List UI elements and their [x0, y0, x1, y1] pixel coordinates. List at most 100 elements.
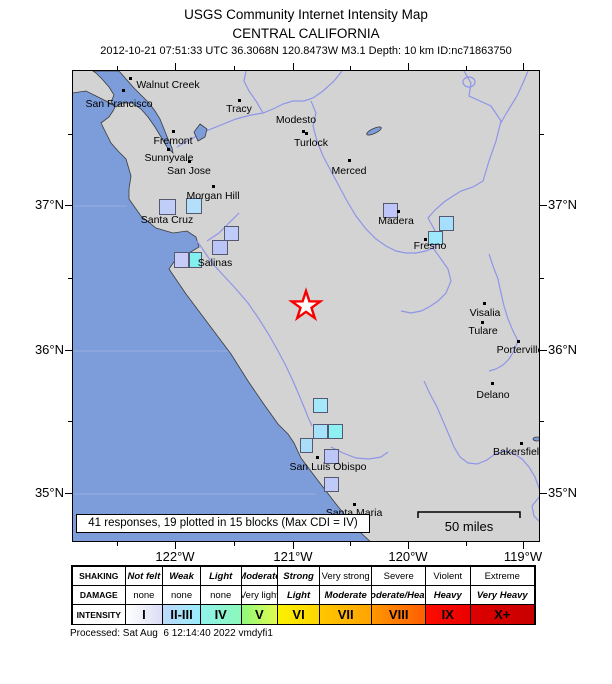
legend-cell: Very strong	[319, 567, 373, 586]
legend-cell: none	[200, 586, 242, 605]
city-dot	[129, 77, 132, 80]
legend-row-damage: DAMAGE none none none Very light Light Moderat…	[73, 586, 534, 605]
axis-tick	[292, 63, 294, 70]
city-label: Modesto	[275, 114, 317, 126]
san-francisco-bay	[92, 71, 174, 155]
basemap-geography	[73, 71, 539, 541]
legend-cell: Heavy	[425, 586, 471, 605]
intensity-block	[313, 424, 328, 439]
legend-cell: Light	[200, 567, 242, 586]
intensity-block	[324, 449, 339, 464]
axis-tick	[116, 542, 118, 546]
intensity-block	[212, 240, 228, 255]
legend-intensity-cell: V	[241, 605, 279, 624]
intensity-block	[186, 198, 202, 214]
legend-cell: Weak	[163, 567, 201, 586]
legend-cell: Light	[278, 586, 320, 605]
axis-tick	[65, 349, 72, 351]
axis-tick	[174, 542, 176, 549]
intensity-block	[300, 438, 313, 453]
city-dot	[424, 238, 427, 241]
san-luis-reservoir	[193, 123, 208, 142]
city-label: San Luis Obispo	[289, 461, 367, 473]
legend-intensity-cell: VII	[319, 605, 373, 624]
axis-tick	[522, 542, 524, 549]
legend-row-intensity: INTENSITY I II-III IV V VI VII VIII IX X+	[73, 605, 534, 624]
city-dot	[302, 130, 305, 133]
legend-cell: none	[125, 586, 164, 605]
city-dot	[212, 185, 215, 188]
city-dot	[481, 321, 484, 324]
city-dot	[167, 148, 170, 151]
longitude-label: 121°W	[273, 549, 313, 564]
latitude-label: 35°N	[34, 485, 64, 500]
axis-tick	[540, 492, 547, 494]
longitude-label: 120°W	[388, 549, 428, 564]
city-label: Morgan Hill	[186, 190, 240, 202]
legend-cell: Moderate	[319, 586, 373, 605]
intensity-block	[328, 424, 343, 439]
latitude-label: 35°N	[548, 485, 578, 500]
city-dot	[483, 302, 486, 305]
axis-tick	[540, 277, 544, 279]
event-info-line: 2012-10-21 07:51:33 UTC 36.3068N 120.847…	[100, 45, 512, 57]
axis-tick	[349, 542, 351, 546]
axis-tick	[174, 63, 176, 70]
axis-tick	[68, 277, 72, 279]
axis-tick	[465, 542, 467, 546]
page-title: USGS Community Internet Intensity Map	[184, 7, 428, 22]
legend-row-header: INTENSITY	[73, 605, 126, 624]
city-dot	[238, 99, 241, 102]
legend-cell: Violent	[425, 567, 471, 586]
legend-cell: Moderate	[241, 567, 279, 586]
city-dot	[520, 442, 523, 445]
city-dot	[122, 89, 125, 92]
axis-tick	[68, 133, 72, 135]
intensity-block	[428, 231, 443, 245]
legend-cell: Not felt	[125, 567, 164, 586]
axis-tick	[233, 66, 235, 70]
lakes	[193, 123, 539, 442]
city-dot	[517, 340, 520, 343]
scale-bar-label: 50 miles	[444, 519, 494, 534]
city-label: Fremont	[153, 135, 193, 147]
processed-timestamp: Processed: Sat Aug 6 12:14:40 2022 vmdyf…	[70, 628, 273, 639]
rivers	[176, 71, 539, 522]
millerton-lake	[366, 126, 382, 136]
legend-cell: Very Heavy	[470, 586, 534, 605]
legend-intensity-cell: VI	[278, 605, 320, 624]
city-label: Tracy	[226, 103, 252, 115]
city-label: Salinas	[197, 257, 233, 269]
legend-intensity-cell: VIII	[372, 605, 426, 624]
pacific-ocean	[73, 90, 371, 541]
axis-tick	[540, 349, 547, 351]
intensity-block	[224, 226, 239, 241]
city-dot	[353, 503, 356, 506]
city-dot	[316, 456, 319, 459]
city-label: Visalia	[469, 307, 501, 319]
axis-tick	[407, 63, 409, 70]
axis-tick	[522, 63, 524, 70]
city-label: Sunnyvale	[144, 152, 194, 164]
city-dot	[491, 382, 494, 385]
city-label: Porterville	[496, 344, 540, 356]
city-label: Madera	[378, 215, 414, 227]
response-summary-caption: 41 responses, 19 plotted in 15 blocks (M…	[76, 514, 370, 533]
city-label: Fresno	[413, 240, 447, 252]
city-dot	[172, 130, 175, 133]
city-dot	[188, 160, 191, 163]
legend-cell: Extreme	[470, 567, 534, 586]
axis-tick	[465, 66, 467, 70]
latitude-label: 36°N	[34, 342, 64, 357]
intensity-block	[174, 252, 189, 268]
axis-tick	[292, 542, 294, 549]
latitude-label: 36°N	[548, 342, 578, 357]
city-dot	[348, 159, 351, 162]
city-dot	[305, 132, 308, 135]
city-label: Delano	[476, 389, 510, 401]
intensity-block	[159, 199, 176, 215]
legend-intensity-cell: IX	[425, 605, 471, 624]
legend-row-header: SHAKING	[73, 567, 126, 586]
legend-intensity-cell: II-III	[163, 605, 201, 624]
